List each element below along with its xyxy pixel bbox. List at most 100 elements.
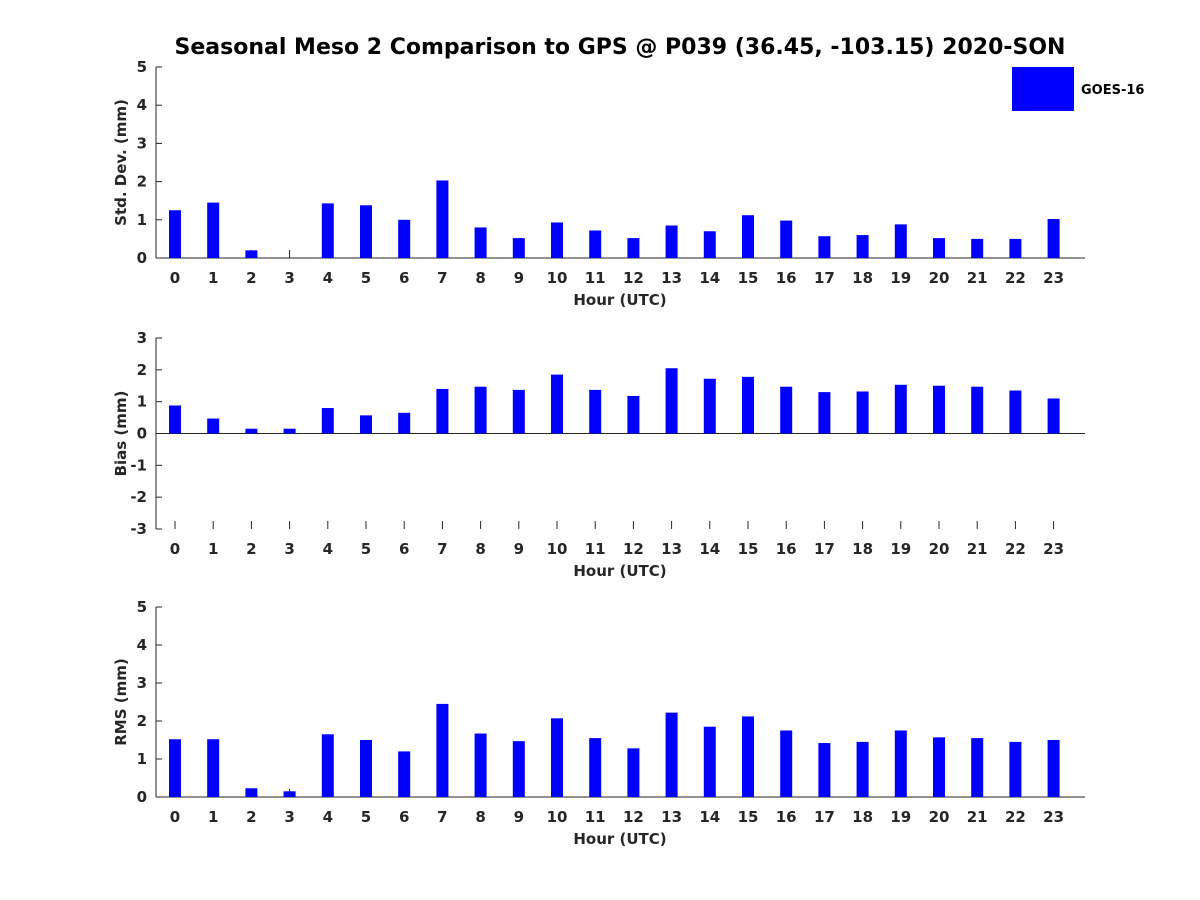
bar-hour-14 xyxy=(703,726,716,797)
bar-hour-9 xyxy=(512,741,525,797)
bar-hour-8 xyxy=(474,733,487,797)
y-tick-label: 1 xyxy=(137,750,147,768)
y-tick-label: 3 xyxy=(137,674,147,692)
bar-hour-12 xyxy=(627,395,640,434)
x-tick-label: 14 xyxy=(699,808,720,826)
x-tick-label: 15 xyxy=(738,269,759,287)
x-tick-label: 9 xyxy=(514,540,524,558)
bar-hour-13 xyxy=(665,712,678,797)
x-tick-label: 20 xyxy=(929,808,950,826)
x-tick-label: 9 xyxy=(514,269,524,287)
bar-hour-21 xyxy=(971,738,984,797)
bar-hour-7 xyxy=(436,703,449,797)
bar-hour-19 xyxy=(894,730,907,797)
x-axis-label: Hour (UTC) xyxy=(573,830,666,848)
x-tick-label: 6 xyxy=(399,808,409,826)
x-tick-label: 10 xyxy=(547,808,568,826)
bar-hour-1 xyxy=(207,418,220,434)
y-tick-label: 0 xyxy=(137,249,147,267)
x-tick-label: 18 xyxy=(852,808,873,826)
x-tick-label: 9 xyxy=(514,808,524,826)
bar-hour-20 xyxy=(933,385,945,434)
bar-hour-18 xyxy=(856,741,869,797)
bar-hour-4 xyxy=(321,408,334,434)
legend-label: GOES-16 xyxy=(1081,83,1144,98)
x-tick-label: 14 xyxy=(699,269,720,287)
bar-hour-2 xyxy=(245,788,258,797)
bar-hour-0 xyxy=(169,405,181,434)
x-tick-label: 12 xyxy=(623,808,644,826)
bar-hour-23 xyxy=(1047,740,1060,797)
y-tick-label: -3 xyxy=(130,520,147,538)
x-tick-label: 16 xyxy=(776,540,797,558)
y-axis-label: Bias (mm) xyxy=(112,391,130,477)
bar-hour-5 xyxy=(360,205,372,258)
x-tick-label: 3 xyxy=(284,540,294,558)
x-tick-label: 1 xyxy=(208,269,218,287)
x-tick-label: 11 xyxy=(585,269,606,287)
y-tick-label: 1 xyxy=(137,211,147,229)
bar-hour-16 xyxy=(780,730,793,797)
bar-hour-10 xyxy=(551,718,563,797)
bar-hour-5 xyxy=(360,415,372,434)
bar-hour-19 xyxy=(894,384,907,434)
x-tick-label: 23 xyxy=(1043,269,1064,287)
x-tick-label: 12 xyxy=(623,540,644,558)
x-tick-label: 3 xyxy=(284,269,294,287)
x-tick-label: 6 xyxy=(399,540,409,558)
x-tick-label: 6 xyxy=(399,269,409,287)
bar-hour-11 xyxy=(589,738,602,797)
x-tick-label: 21 xyxy=(967,808,988,826)
bar-hour-3 xyxy=(283,428,296,434)
y-tick-label: 3 xyxy=(137,329,147,347)
bar-hour-6 xyxy=(398,751,411,797)
x-tick-label: 16 xyxy=(776,269,797,287)
x-tick-label: 22 xyxy=(1005,269,1026,287)
bar-hour-8 xyxy=(474,227,487,258)
x-tick-label: 1 xyxy=(208,808,218,826)
x-tick-label: 13 xyxy=(661,808,682,826)
x-tick-label: 2 xyxy=(246,808,256,826)
bar-hour-22 xyxy=(1009,390,1022,434)
bar-hour-19 xyxy=(894,224,907,258)
bar-hour-6 xyxy=(398,219,411,258)
y-tick-label: 5 xyxy=(137,58,147,76)
y-tick-label: 4 xyxy=(137,96,147,114)
y-tick-label: 2 xyxy=(137,361,147,379)
bar-hour-13 xyxy=(665,368,678,434)
x-tick-label: 12 xyxy=(623,269,644,287)
bar-hour-21 xyxy=(971,386,984,434)
x-tick-label: 7 xyxy=(437,540,447,558)
bar-hour-10 xyxy=(551,222,563,258)
x-tick-label: 21 xyxy=(967,540,988,558)
bar-hour-16 xyxy=(780,220,793,258)
x-tick-label: 19 xyxy=(890,808,911,826)
y-tick-label: 3 xyxy=(137,134,147,152)
bar-hour-17 xyxy=(818,236,831,258)
x-tick-label: 7 xyxy=(437,808,447,826)
y-tick-label: 2 xyxy=(137,712,147,730)
x-tick-label: 3 xyxy=(284,808,294,826)
bar-hour-18 xyxy=(856,235,869,258)
x-tick-label: 17 xyxy=(814,808,835,826)
bar-hour-12 xyxy=(627,748,640,797)
bar-hour-11 xyxy=(589,389,602,434)
x-tick-label: 0 xyxy=(170,269,180,287)
x-tick-label: 17 xyxy=(814,269,835,287)
x-tick-label: 19 xyxy=(890,269,911,287)
bar-hour-21 xyxy=(971,238,984,258)
x-tick-label: 19 xyxy=(890,540,911,558)
bar-hour-13 xyxy=(665,225,678,258)
y-tick-label: 0 xyxy=(137,425,147,443)
bar-hour-4 xyxy=(321,734,334,797)
x-tick-label: 13 xyxy=(661,269,682,287)
x-tick-label: 8 xyxy=(475,540,485,558)
bar-hour-7 xyxy=(436,388,449,434)
bar-hour-17 xyxy=(818,743,831,797)
bar-hour-4 xyxy=(321,203,334,258)
bar-hour-17 xyxy=(818,392,831,434)
x-tick-label: 13 xyxy=(661,540,682,558)
